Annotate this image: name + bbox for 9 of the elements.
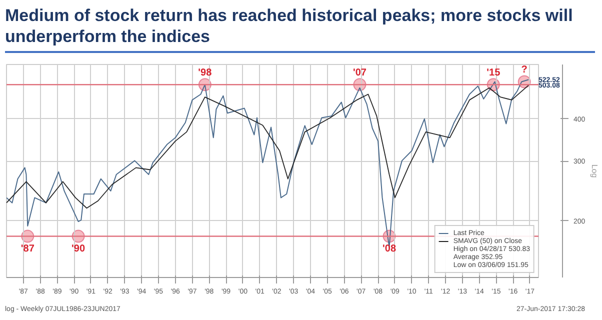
- annotation: '15: [486, 68, 501, 79]
- annotation: '08: [382, 243, 396, 254]
- y-axis-title: Log: [590, 164, 600, 178]
- annotation: '90: [72, 243, 86, 254]
- annotation: '07: [352, 68, 367, 79]
- annotation: '98: [198, 68, 212, 79]
- chart-title: Medium of stock return has reached historical peaks; more stocks will underperform the indices: [5, 5, 574, 48]
- annotation: '87: [20, 243, 35, 254]
- annotation: ?: [521, 64, 528, 76]
